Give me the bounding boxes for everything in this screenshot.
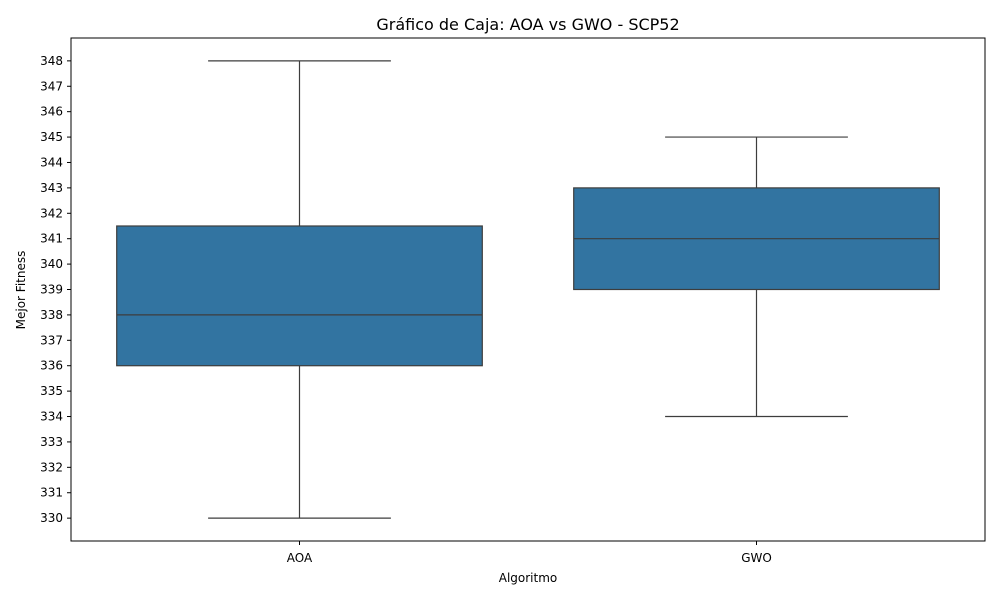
y-tick-label: 331 (40, 486, 63, 500)
y-tick-label: 348 (40, 54, 63, 68)
y-tick-label: 339 (40, 283, 63, 297)
y-tick-label: 341 (40, 232, 63, 246)
y-tick-label: 345 (40, 130, 63, 144)
x-tick-label-aoa: AOA (287, 551, 313, 565)
y-axis-label: Mejor Fitness (14, 251, 28, 330)
y-tick-label: 347 (40, 79, 63, 93)
x-axis-label: Algoritmo (499, 571, 558, 585)
x-tick-label-gwo: GWO (741, 551, 772, 565)
y-tick-label: 334 (40, 410, 63, 424)
y-tick-label: 337 (40, 333, 63, 347)
y-axis-ticks: 330 331 332 333 334 335 336 337 338 339 340 341 342 3… (40, 54, 71, 525)
y-tick-label: 330 (40, 511, 63, 525)
x-axis-ticks: AOA GWO (287, 541, 772, 565)
plot-marks (116, 60, 940, 519)
y-tick-label: 340 (40, 257, 63, 271)
y-tick-label: 332 (40, 460, 63, 474)
y-tick-label: 346 (40, 105, 63, 119)
y-tick-label: 338 (40, 308, 63, 322)
y-tick-label: 333 (40, 435, 63, 449)
y-tick-label: 342 (40, 206, 63, 220)
y-tick-label: 344 (40, 155, 63, 169)
y-tick-label: 343 (40, 181, 63, 195)
chart-title: Gráfico de Caja: AOA vs GWO - SCP52 (376, 15, 679, 34)
y-tick-label: 336 (40, 359, 63, 373)
y-tick-label: 335 (40, 384, 63, 398)
box-aoa (116, 225, 483, 367)
